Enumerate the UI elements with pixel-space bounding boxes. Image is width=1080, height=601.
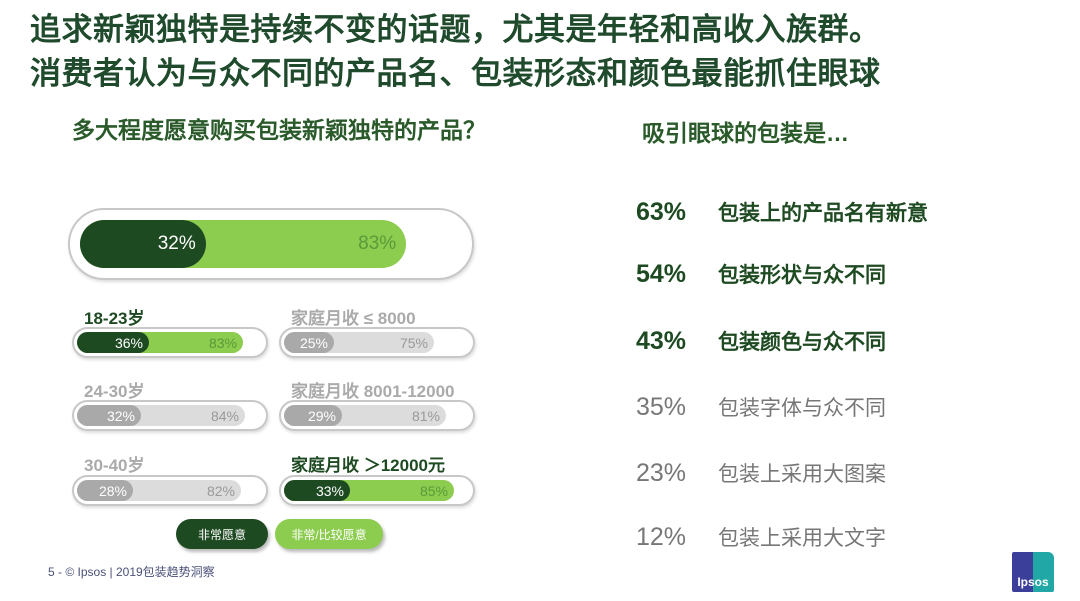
item-percent: 63%: [636, 197, 687, 226]
bar-value: 29%: [307, 407, 336, 424]
bar-value: 82%: [206, 482, 235, 499]
bar-value: 83%: [208, 334, 237, 351]
bar-very: 32%: [77, 405, 141, 426]
bar-very: 33%: [284, 480, 350, 501]
bar-very: 36%: [77, 332, 149, 353]
bar-very: 25%: [284, 332, 334, 353]
bar-track: 82% 28%: [72, 475, 268, 506]
bar-value: 25%: [299, 334, 328, 351]
bar-value: 85%: [419, 482, 448, 499]
bar-track: 85% 33%: [279, 475, 475, 506]
bar-value: 32%: [157, 233, 196, 254]
item-label: 包装颜色与众不同: [718, 331, 886, 354]
item-percent: 43%: [636, 326, 687, 355]
bar-very: 32%: [80, 220, 206, 268]
slide-headline: 追求新颖独特是持续不变的话题，尤其是年轻和高收入族群。 消费者认为与众不同的产品…: [30, 8, 881, 96]
item-percent: 23%: [636, 458, 687, 487]
bar-value: 32%: [106, 407, 135, 424]
ipsos-logo: Ipsos: [1012, 552, 1054, 592]
group-label: 24-30岁: [84, 382, 145, 401]
item-label: 包装上的产品名有新意: [718, 202, 928, 225]
item-label: 包装上采用大图案: [718, 463, 886, 486]
list-item: 12% 包装上采用大文字: [636, 522, 886, 552]
group-label: 家庭月收 8001-12000: [291, 382, 455, 401]
footer: 5 - © Ipsos | 2019包装趋势洞察: [48, 565, 215, 579]
bar-very: 28%: [77, 480, 133, 501]
bar-track: 83% 36%: [72, 327, 268, 358]
list-item: 43% 包装颜色与众不同: [636, 326, 886, 356]
group-label: 18-23岁: [84, 309, 145, 328]
group-label: 家庭月收 ≤ 8000: [291, 309, 416, 328]
bar-track: 83% 32%: [68, 208, 474, 280]
bar-value: 33%: [315, 482, 344, 499]
bar-value: 28%: [98, 482, 127, 499]
list-item: 35% 包装字体与众不同: [636, 392, 886, 422]
item-percent: 35%: [636, 392, 687, 421]
bar-value: 36%: [114, 334, 143, 351]
legend-somewhat-willing: 非常/比较愿意: [275, 519, 383, 549]
item-percent: 12%: [636, 522, 687, 551]
list-item: 23% 包装上采用大图案: [636, 458, 886, 488]
bar-value: 84%: [210, 407, 239, 424]
bar-value: 81%: [411, 407, 440, 424]
headline-line-1: 追求新颖独特是持续不变的话题，尤其是年轻和高收入族群。: [30, 12, 881, 47]
bar-value: 83%: [358, 233, 397, 254]
group-label: 家庭月收 ＞12000元: [291, 456, 445, 475]
item-label: 包装字体与众不同: [718, 397, 886, 420]
item-label: 包装上采用大文字: [718, 527, 886, 550]
legend-very-willing: 非常愿意: [176, 519, 268, 549]
list-item: 63% 包装上的产品名有新意: [636, 197, 928, 227]
bar-track: 84% 32%: [72, 400, 268, 431]
group-label: 30-40岁: [84, 456, 145, 475]
item-percent: 54%: [636, 259, 687, 288]
item-label: 包装形状与众不同: [718, 264, 886, 287]
left-question: 多大程度愿意购买包装新颖独特的产品？: [72, 117, 486, 143]
bar-track: 81% 29%: [279, 400, 475, 431]
bar-very: 29%: [284, 405, 342, 426]
right-title: 吸引眼球的包装是…: [642, 120, 849, 146]
list-item: 54% 包装形状与众不同: [636, 259, 886, 289]
bar-track: 75% 25%: [279, 327, 475, 358]
headline-line-2: 消费者认为与众不同的产品名、包装形态和颜色最能抓住眼球: [30, 56, 881, 91]
bar-value: 75%: [399, 334, 428, 351]
